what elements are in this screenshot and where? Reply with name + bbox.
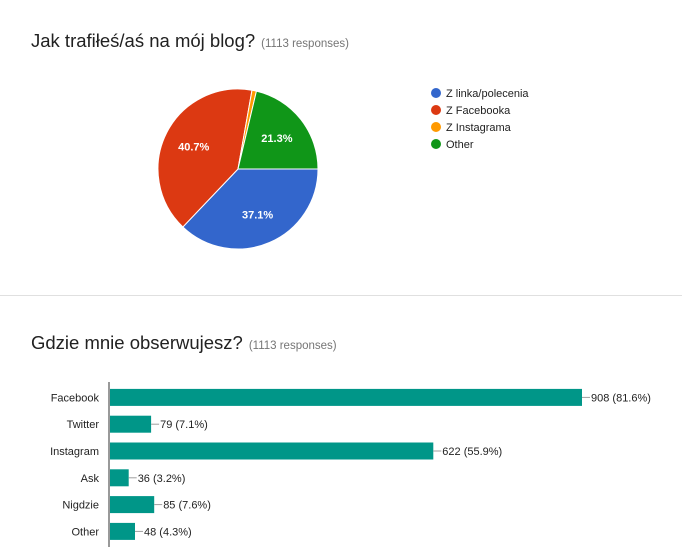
- bar-other: [110, 522, 135, 540]
- legend-swatch-z-facebooka: [431, 105, 441, 115]
- bar-nigdzie: [110, 496, 155, 514]
- category-label-nigdzie: Nigdzie: [62, 500, 99, 512]
- bar-instagram: [110, 442, 434, 460]
- bar-value-label-twitter: 79 (7.1%): [160, 419, 208, 431]
- bar-ask: [110, 469, 129, 487]
- bar-facebook: [110, 388, 582, 406]
- bar-value-label-nigdzie: 85 (7.6%): [163, 500, 211, 512]
- pie-chart: 37.1% 40.7% 21.3% Z linka/polecenia Z Faceb…: [157, 88, 529, 250]
- question-2-response-count: (1113 responses): [248, 340, 337, 352]
- legend-swatch-z-linka-polecenia: [431, 88, 441, 98]
- pie-slice-z-linka-polecenia: [182, 168, 319, 250]
- pie-slice-z-facebooka: [157, 88, 253, 228]
- question-1-text: Jak trafiłeś/aś na mój blog?: [31, 30, 256, 51]
- category-label-facebook: Facebook: [51, 392, 100, 404]
- bar-marks: 908 (81.6%) 79 (7.1%) 622 (55.9%) 36 (3.2%)…: [110, 388, 651, 540]
- pie-slice-label-z-linka-polecenia: 37.1%: [242, 210, 273, 222]
- legend-label-other: Other: [446, 139, 474, 151]
- legend-label-z-facebooka: Z Facebooka: [446, 105, 511, 117]
- section-divider: [0, 295, 682, 296]
- legend-label-z-instagrama: Z Instagrama: [446, 122, 512, 134]
- question-1-response-count: (1113 responses): [261, 38, 349, 50]
- pie-slice-labels: 37.1% 40.7% 21.3%: [178, 133, 293, 221]
- legend-swatch-other: [431, 139, 441, 149]
- category-label-instagram: Instagram: [50, 446, 99, 458]
- category-label-other: Other: [71, 526, 99, 538]
- pie-slice-label-z-facebooka: 40.7%: [178, 142, 209, 154]
- pie-slice-other: [237, 90, 319, 170]
- legend-swatch-z-instagrama: [431, 122, 441, 132]
- bar-value-label-other: 48 (4.3%): [144, 526, 192, 538]
- bar-value-label-facebook: 908 (81.6%): [591, 392, 651, 404]
- question-1-title: Jak trafiłeś/aś na mój blog? (1113 respon…: [31, 30, 349, 52]
- pie-slices: [157, 88, 319, 250]
- bar-axis: Facebook Twitter Instagram Ask Nigdzie Other: [50, 382, 110, 547]
- bar-twitter: [110, 415, 152, 433]
- legend-label-z-linka-polecenia: Z linka/polecenia: [446, 88, 529, 100]
- category-label-twitter: Twitter: [67, 419, 100, 431]
- pie-slice-label-other: 21.3%: [261, 133, 292, 145]
- bar-value-label-instagram: 622 (55.9%): [442, 446, 502, 458]
- bar-value-label-ask: 36 (3.2%): [138, 473, 186, 485]
- category-label-ask: Ask: [81, 473, 100, 485]
- question-2-text: Gdzie mnie obserwujesz?: [31, 332, 243, 353]
- pie-legend: Z linka/polecenia Z Facebooka Z Instagrama…: [431, 88, 529, 151]
- question-2-title: Gdzie mnie obserwujesz? (1113 responses): [31, 332, 337, 354]
